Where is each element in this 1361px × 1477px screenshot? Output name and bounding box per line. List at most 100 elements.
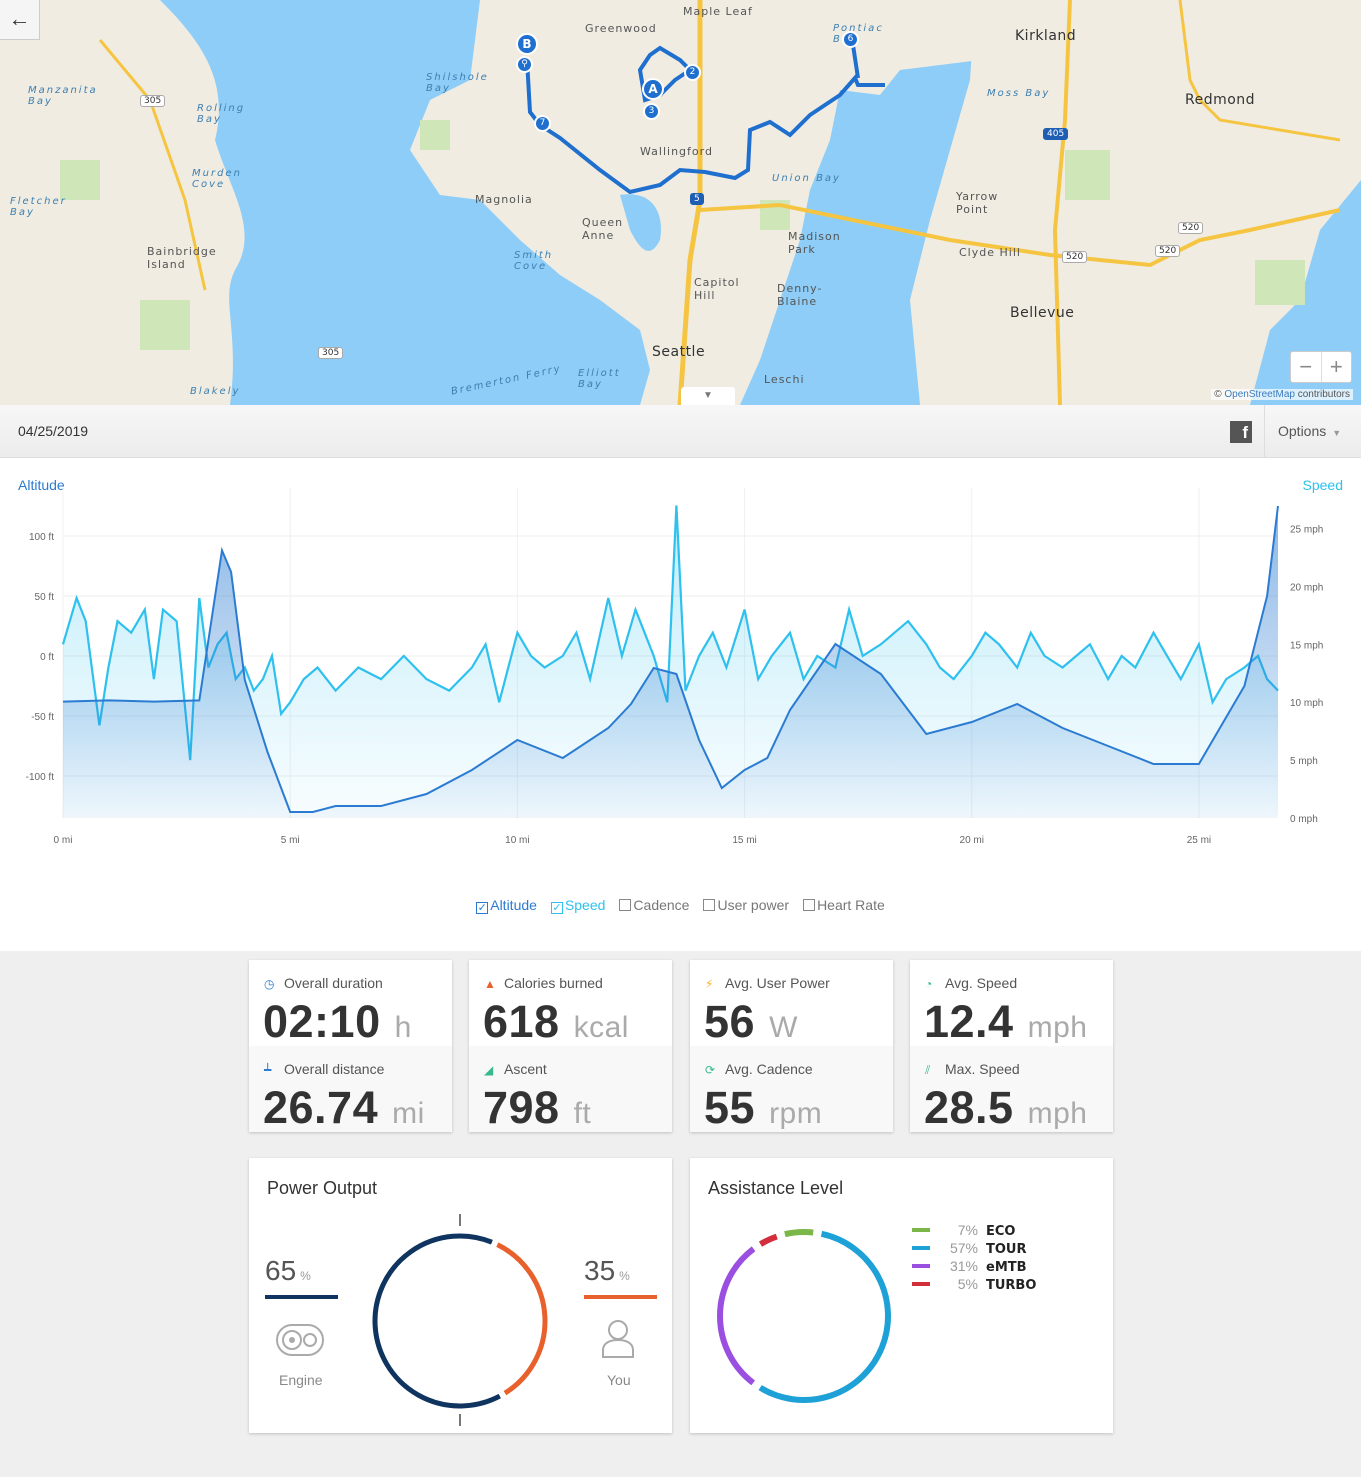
speed-point (675, 504, 677, 506)
speed-point (607, 597, 609, 599)
legend-swatch (912, 1282, 930, 1286)
checkbox-checked-icon[interactable]: ✓ (476, 902, 489, 914)
map-place-label: Seattle (652, 344, 706, 360)
altitude-point (426, 793, 428, 795)
chart-plot[interactable]: 100 ft 50 ft 0 ft -50 ft -100 ft 25 mph 20 mph… (0, 458, 1361, 888)
speed-point (803, 678, 805, 680)
speed-point (621, 655, 623, 657)
speed-point (666, 701, 668, 703)
checkbox-icon[interactable] (803, 899, 816, 911)
zoom-out-button[interactable]: − (1291, 352, 1322, 382)
route-marker-3[interactable]: 3 (643, 103, 660, 120)
stat-unit: mph (1027, 1011, 1088, 1044)
speed-point (1277, 690, 1279, 692)
altitude-point (562, 757, 564, 759)
altitude-line (62, 505, 1279, 813)
route-map[interactable]: Maple Leaf Greenwood Kirkland Redmond Manzan… (0, 0, 1361, 405)
map-place-label: Elliott Bay (578, 368, 621, 390)
map-place-label: Wallingford (640, 145, 713, 158)
speed-point (262, 678, 264, 680)
altitude-point (971, 721, 973, 723)
stat-label: Calories burned (504, 975, 603, 991)
assistance-donut[interactable] (714, 1226, 894, 1406)
assist-level-name: ECO (986, 1224, 1016, 1239)
y-right-tick-label: 0 mph (1290, 814, 1318, 825)
route-marker-6[interactable]: 6 (842, 31, 859, 48)
map-place-label: Greenwood (585, 22, 657, 35)
power-donut[interactable] (369, 1230, 551, 1412)
route-marker-b[interactable]: B (516, 33, 538, 55)
route-marker-2[interactable]: 2 (684, 64, 701, 81)
speed-point (130, 632, 132, 634)
speed-point (1089, 643, 1091, 645)
highway-shield: 5 (690, 193, 704, 205)
legend-toggle-cadence[interactable]: Cadence (619, 897, 689, 913)
speed-point (303, 678, 305, 680)
stat-label: Max. Speed (945, 1061, 1020, 1077)
altitude-point (153, 701, 155, 703)
checkbox-icon[interactable] (619, 899, 632, 911)
options-dropdown[interactable]: Options ▼ (1278, 423, 1341, 439)
speed-point (85, 620, 87, 622)
speed-point (984, 632, 986, 634)
power-output-card: Power Output 65% Engine 35% You (249, 1158, 672, 1433)
openstreetmap-link[interactable]: OpenStreetMap (1224, 389, 1295, 400)
y-right-tick-label: 10 mph (1290, 698, 1323, 709)
legend-toggle-user-power[interactable]: User power (703, 897, 789, 913)
map-collapse-toggle[interactable]: ▼ (681, 387, 735, 405)
lightning-icon: ⚡ (705, 977, 714, 991)
donut-bottom-tick (459, 1414, 461, 1426)
speed-point (253, 690, 255, 692)
stat-value: 618 (483, 996, 560, 1047)
speed-point (1075, 655, 1077, 657)
bicycle-icon[interactable]: ⚲ (516, 56, 533, 73)
zoom-in-button[interactable]: + (1329, 354, 1343, 379)
stat-card: ▲ Calories burned 618 kcal ◢ Ascent 798 ft (469, 960, 672, 1133)
speed-point (216, 643, 218, 645)
assist-legend-tour: 57% TOUR (912, 1240, 1027, 1257)
legend-toggle-speed[interactable]: ✓ Speed (550, 897, 605, 914)
stat-value: 798 (483, 1082, 560, 1133)
speed-point (635, 609, 637, 611)
speed-point (1266, 678, 1268, 680)
stat-value: 56 (704, 996, 756, 1047)
checkbox-checked-icon[interactable]: ✓ (550, 902, 563, 914)
speed-point (894, 632, 896, 634)
y-left-tick-label: -50 ft (31, 712, 54, 723)
speed-point (939, 666, 941, 668)
back-button[interactable]: ← (0, 0, 40, 40)
route-marker-a[interactable]: A (642, 78, 664, 100)
map-place-label: Magnolia (475, 193, 533, 206)
route-marker-7[interactable]: 7 (534, 115, 551, 132)
stat-value: 26.74 (263, 1082, 379, 1133)
map-place-label: Manzanita Bay (28, 85, 98, 107)
legend-toggle-heart-rate[interactable]: Heart Rate (803, 897, 885, 913)
altitude-point (289, 811, 291, 813)
speed-point (280, 713, 282, 715)
attribution-text: contributors (1297, 389, 1350, 400)
altitude-point (380, 805, 382, 807)
stat-unit: ft (573, 1097, 592, 1130)
altitude-point (880, 673, 882, 675)
speed-point (1198, 643, 1200, 645)
map-place-label: Murden Cove (192, 168, 242, 190)
map-place-label: Yarrow Point (956, 190, 999, 216)
x-tick-label: 0 mi (54, 835, 73, 846)
ride-date: 04/25/2019 (18, 423, 89, 439)
speed-point (271, 655, 273, 657)
stat-card: ◷ Overall duration 02:10 h ┷ Overall distance… (249, 960, 452, 1133)
map-place-label: Leschi (764, 373, 805, 386)
altitude-point (244, 679, 246, 681)
altitude-point (925, 733, 927, 735)
you-line (584, 1295, 657, 1299)
legend-toggle-altitude[interactable]: ✓ Altitude (476, 897, 537, 914)
map-place-label: Bellevue (1010, 305, 1075, 321)
speed-point (789, 632, 791, 634)
checkbox-icon[interactable] (703, 899, 716, 911)
you-percent: 35% (584, 1255, 630, 1286)
stat-overall-distance: ┷ Overall distance 26.74 mi (249, 1046, 452, 1133)
speed-point (76, 597, 78, 599)
facebook-icon[interactable]: f (1230, 421, 1252, 443)
map-place-label: Smith Cove (514, 250, 554, 272)
ride-chart[interactable]: Altitude Speed 100 ft 50 ft 0 ft -50 ft -100… (0, 458, 1361, 951)
